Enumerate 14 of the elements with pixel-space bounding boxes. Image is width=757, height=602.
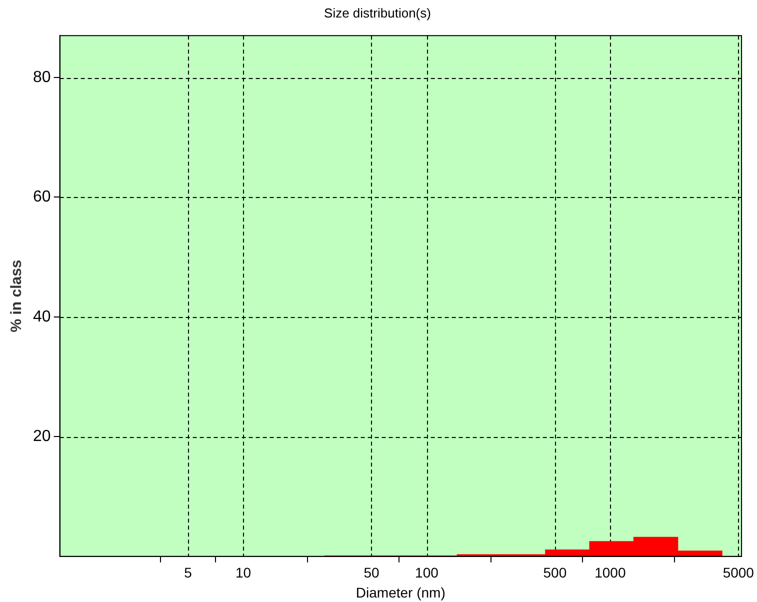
x-tick-label: 50 xyxy=(364,564,380,581)
y-axis-title: % in class xyxy=(8,260,26,332)
x-tick-label: 100 xyxy=(415,564,439,581)
x-tick-label: 1000 xyxy=(594,564,626,581)
y-tick-label: 20 xyxy=(33,428,51,446)
y-tick-label: 40 xyxy=(33,308,51,326)
x-tick-label: 5000 xyxy=(722,564,754,581)
x-tick-label: 10 xyxy=(235,564,252,581)
y-tick-label: 60 xyxy=(33,188,51,206)
x-tick-label: 500 xyxy=(543,564,567,581)
y-tick-label: 80 xyxy=(33,68,51,86)
chart-title: Size distribution(s) xyxy=(324,5,431,20)
x-axis-title: Diameter (nm) xyxy=(356,584,446,600)
x-tick-label: 5 xyxy=(184,564,192,581)
